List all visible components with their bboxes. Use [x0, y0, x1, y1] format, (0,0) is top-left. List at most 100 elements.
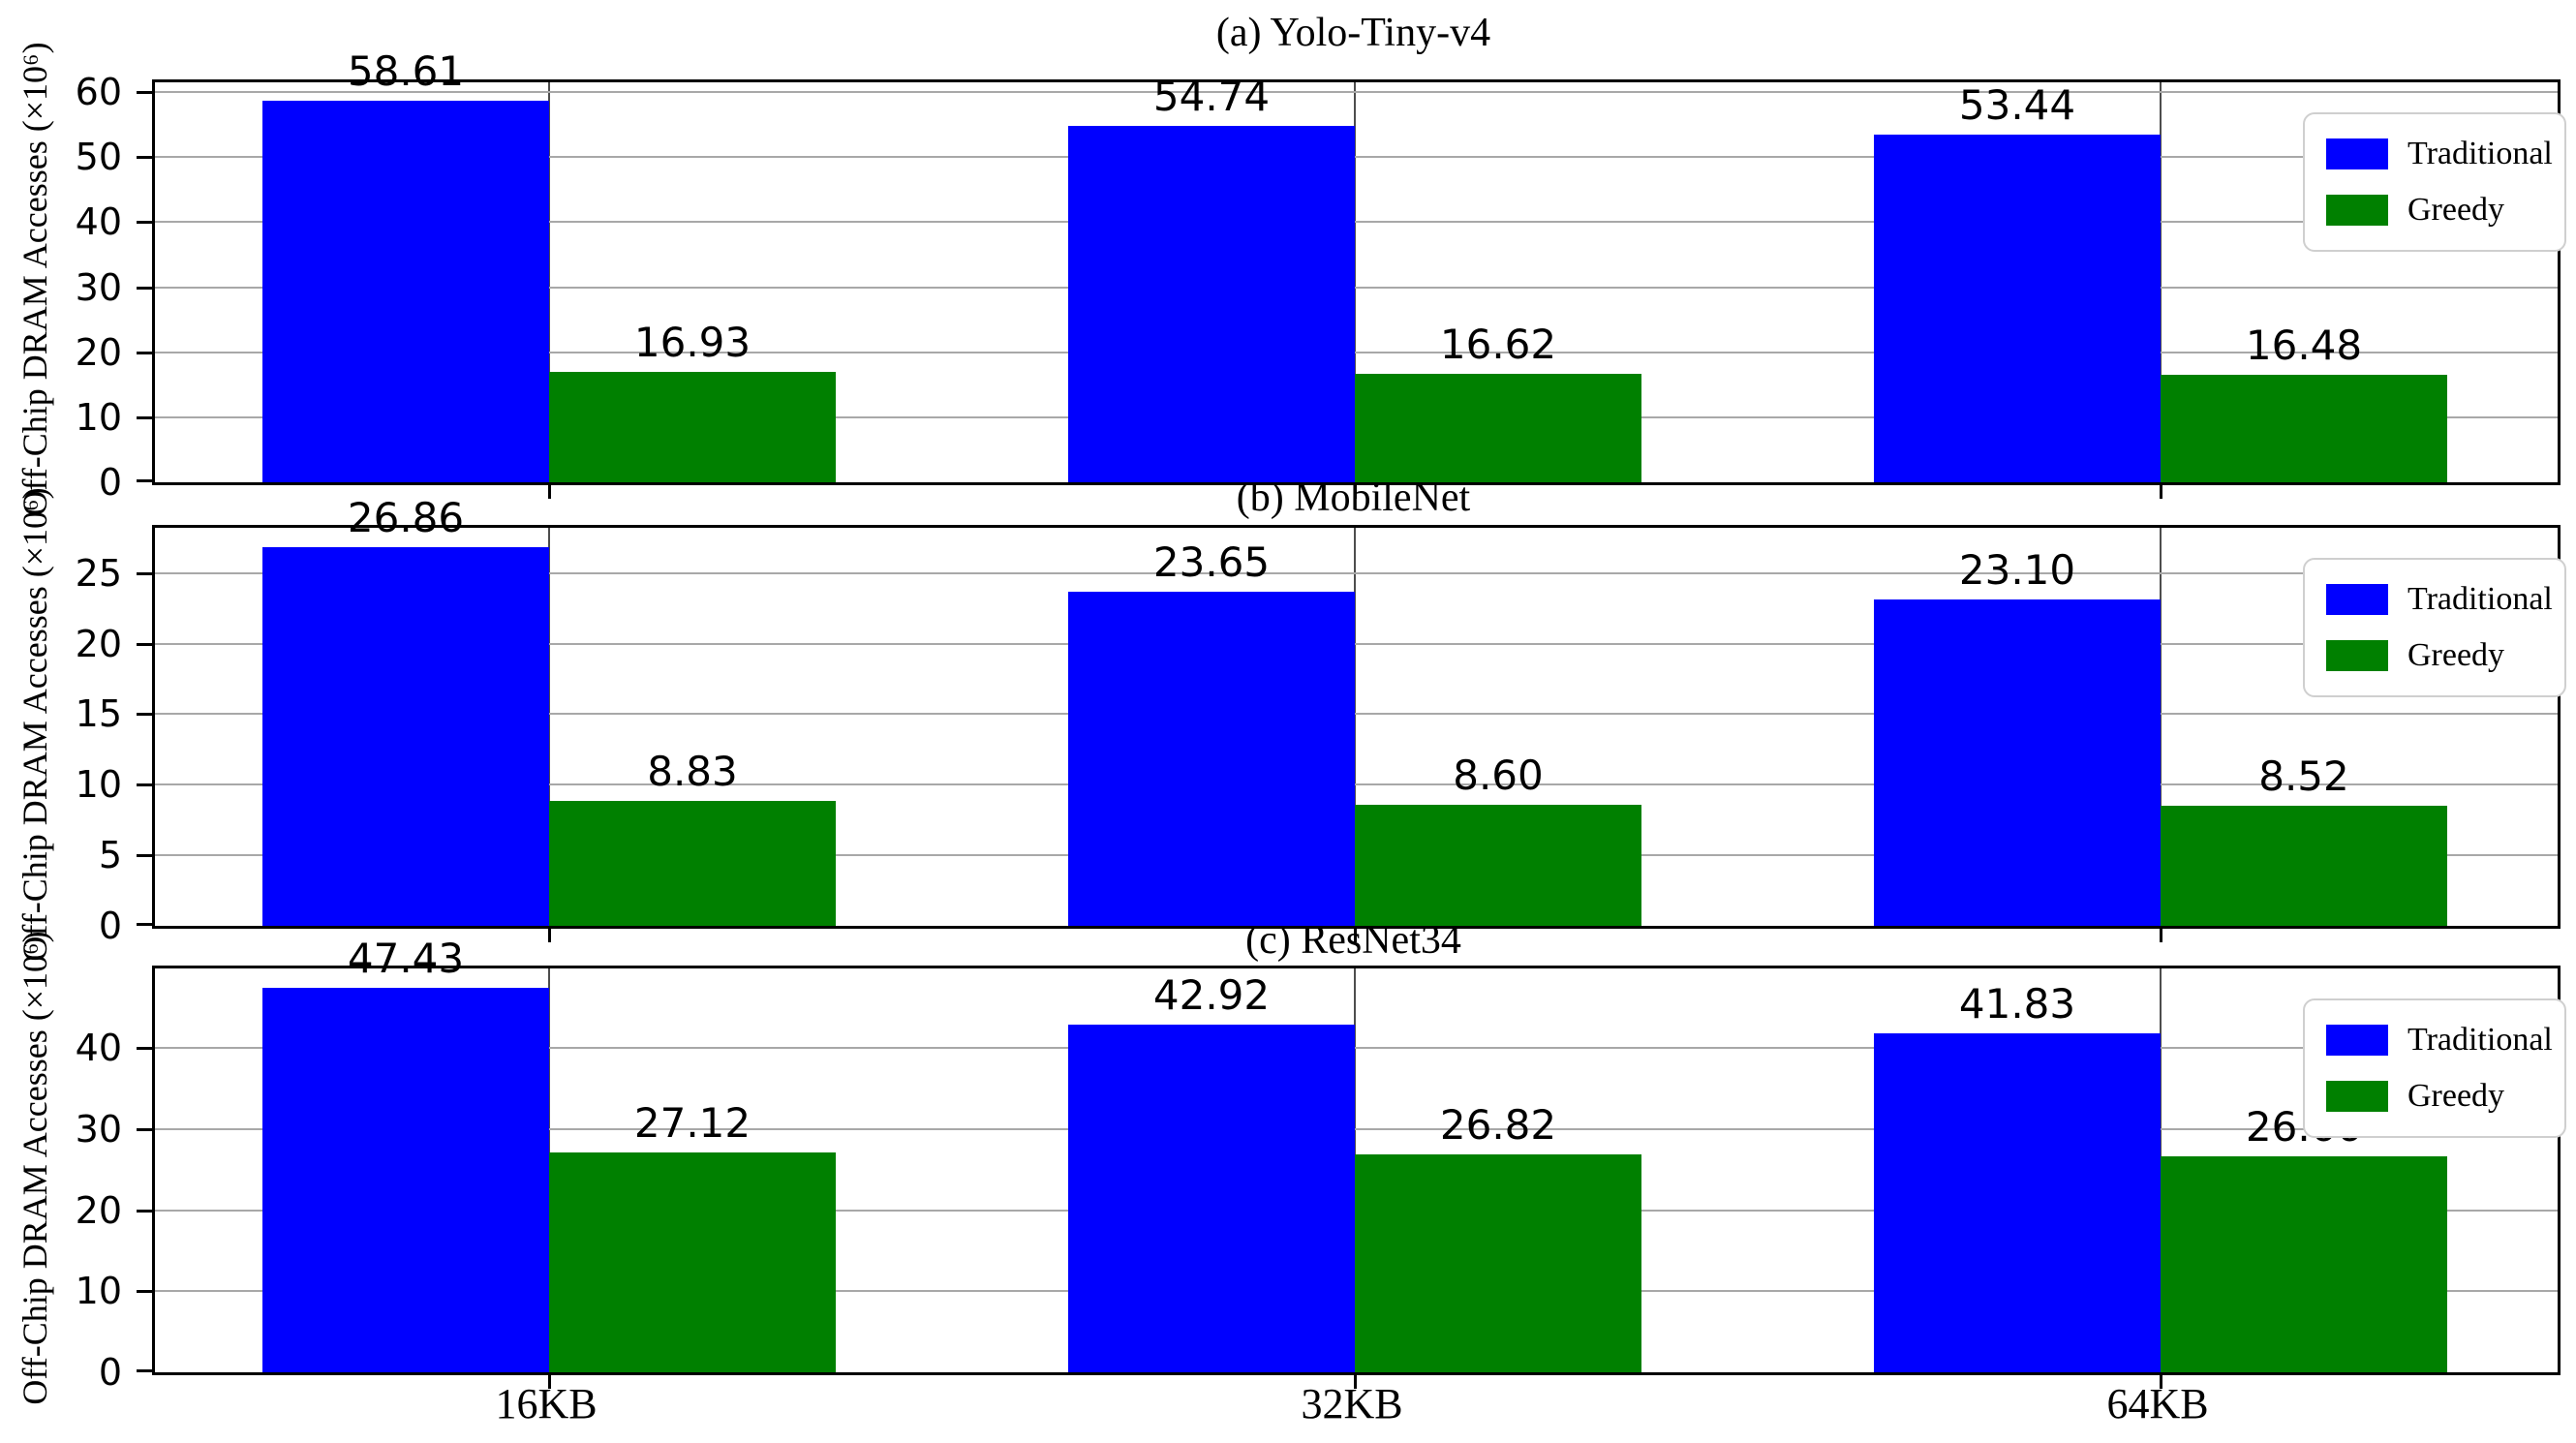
vertical-gridline-16KB: [548, 528, 550, 926]
legend-label-traditional: Traditional: [2407, 1022, 2553, 1058]
x-tick-label-64kb: 64KB: [2106, 1380, 2209, 1428]
horizontal-gridline-25: [155, 572, 2558, 574]
y-tick-label-20: 20: [75, 331, 122, 374]
legend-label-greedy: Greedy: [2407, 637, 2505, 673]
bar-value-label: 58.61: [347, 47, 465, 95]
x-tick-mark-16KB: [548, 926, 551, 942]
legend-item-greedy: Greedy: [2326, 1068, 2564, 1124]
y-tick-label-20: 20: [75, 1189, 122, 1232]
bar-traditional-64KB: [1874, 599, 2161, 926]
subplot-a-title: (a) Yolo-Tiny-v4: [1215, 11, 1491, 55]
y-tick-mark-10: [137, 416, 152, 419]
y-tick-mark-0: [137, 923, 152, 926]
legend-item-traditional: Traditional: [2326, 126, 2564, 182]
x-tick-mark-32KB: [1354, 1372, 1357, 1389]
y-tick-label-60: 60: [75, 71, 122, 113]
horizontal-gridline-30: [155, 1128, 2558, 1130]
y-tick-label-5: 5: [98, 834, 122, 876]
bar-value-label: 26.82: [1439, 1101, 1557, 1149]
y-tick-mark-0: [137, 479, 152, 482]
horizontal-gridline-20: [155, 643, 2558, 645]
bar-value-label: 26.86: [347, 494, 465, 541]
y-tick-label-50: 50: [75, 136, 122, 178]
bar-value-label: 16.48: [2245, 322, 2363, 369]
y-tick-label-10: 10: [75, 1270, 122, 1312]
bar-greedy-16KB: [549, 372, 836, 482]
subplot-b-plot-area: 0 5 10 15 20 25 26.86 23.65 23.10 8.83 8.60 8.52: [76, 495, 2561, 947]
bar-value-label: 53.44: [1958, 81, 2076, 129]
bar-value-label: 8.83: [647, 748, 738, 795]
horizontal-gridline-15: [155, 713, 2558, 715]
y-tick-mark-30: [137, 1128, 152, 1131]
x-tick-mark-64KB: [2160, 482, 2162, 499]
y-tick-label-30: 30: [75, 266, 122, 309]
y-tick-label-20: 20: [75, 623, 122, 665]
horizontal-gridline-40: [155, 1047, 2558, 1049]
greedy-color-swatch: [2326, 1081, 2388, 1112]
horizontal-gridline-40: [155, 221, 2558, 223]
vertical-gridline-16KB: [548, 82, 550, 482]
y-tick-mark-20: [137, 643, 152, 646]
bar-traditional-32KB: [1068, 126, 1355, 482]
bar-greedy-16KB: [549, 801, 836, 926]
traditional-color-swatch: [2326, 138, 2388, 169]
y-tick-label-10: 10: [75, 396, 122, 439]
y-axis-label-c: Off-Chip DRAM Accesses (×10⁶): [15, 931, 54, 1405]
vertical-gridline-64KB: [2160, 528, 2162, 926]
bar-traditional-64KB: [1874, 1033, 2161, 1372]
y-tick-mark-20: [137, 1210, 152, 1213]
y-tick-label-15: 15: [75, 692, 122, 735]
bar-value-label: 8.52: [2258, 752, 2349, 800]
y-tick-label-10: 10: [75, 763, 122, 806]
x-tick-mark-16KB: [548, 482, 551, 499]
y-tick-mark-50: [137, 156, 152, 159]
bar-greedy-64KB: [2161, 806, 2447, 926]
bar-greedy-32KB: [1355, 374, 1641, 482]
bar-value-label: 27.12: [633, 1099, 751, 1147]
y-tick-label-0: 0: [98, 461, 122, 504]
bar-value-label: 23.65: [1152, 538, 1271, 586]
legend-subplot-b: Traditional Greedy: [2303, 558, 2566, 697]
y-tick-mark-30: [137, 287, 152, 290]
y-tick-label-25: 25: [75, 552, 122, 595]
bar-value-label: 47.43: [347, 935, 465, 982]
bar-value-label: 42.92: [1152, 971, 1271, 1019]
bar-greedy-16KB: [549, 1152, 836, 1372]
y-tick-mark-40: [137, 1047, 152, 1050]
bar-value-label: 54.74: [1152, 73, 1271, 120]
bar-traditional-16KB: [262, 988, 549, 1372]
y-tick-mark-15: [137, 713, 152, 716]
legend-item-traditional: Traditional: [2326, 1012, 2564, 1068]
y-tick-mark-10: [137, 1290, 152, 1293]
greedy-color-swatch: [2326, 195, 2388, 226]
x-tick-label-16kb: 16KB: [495, 1380, 598, 1428]
x-tick-mark-32KB: [1354, 926, 1357, 942]
x-tick-mark-16KB: [548, 1372, 551, 1389]
horizontal-gridline-50: [155, 156, 2558, 158]
y-tick-mark-25: [137, 572, 152, 575]
bar-value-label: 41.83: [1958, 980, 2076, 1028]
y-tick-mark-5: [137, 854, 152, 857]
legend-item-traditional: Traditional: [2326, 571, 2564, 628]
bar-value-label: 16.62: [1439, 321, 1557, 368]
bar-greedy-64KB: [2161, 375, 2447, 482]
legend-label-traditional: Traditional: [2407, 581, 2553, 617]
x-tick-mark-32KB: [1354, 482, 1357, 499]
y-tick-mark-20: [137, 352, 152, 354]
legend-subplot-a: Traditional Greedy: [2303, 112, 2566, 252]
legend-subplot-c: Traditional Greedy: [2303, 998, 2566, 1138]
bar-greedy-32KB: [1355, 1154, 1641, 1372]
x-tick-mark-64KB: [2160, 1372, 2162, 1389]
bar-value-label: 8.60: [1453, 752, 1544, 799]
legend-label-traditional: Traditional: [2407, 136, 2553, 171]
vertical-gridline-32KB: [1354, 528, 1356, 926]
y-tick-mark-10: [137, 783, 152, 786]
bar-traditional-16KB: [262, 547, 549, 926]
bar-greedy-32KB: [1355, 805, 1641, 926]
legend-label-greedy: Greedy: [2407, 1078, 2505, 1114]
bar-greedy-64KB: [2161, 1156, 2447, 1372]
horizontal-gridline-20: [155, 352, 2558, 353]
y-tick-mark-60: [137, 91, 152, 94]
x-tick-mark-64KB: [2160, 926, 2162, 942]
